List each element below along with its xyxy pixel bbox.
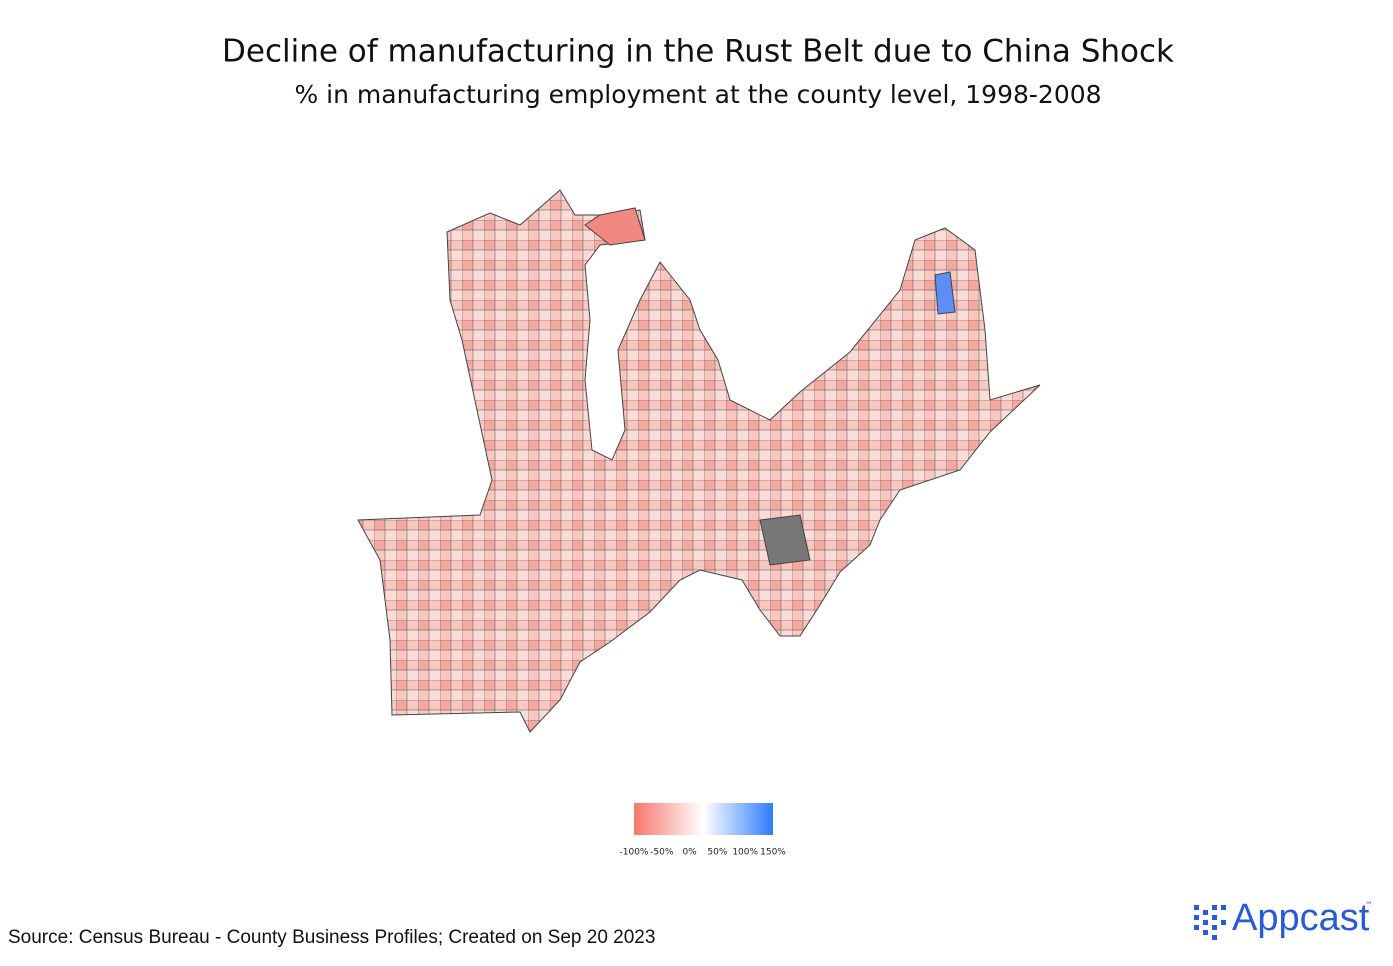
legend-tick-label: -50% (650, 848, 674, 858)
legend-tick-label: 0% (682, 848, 697, 858)
logo: Appcast ™ (1194, 897, 1373, 940)
subtitle: % in manufacturing employment at the cou… (294, 80, 1101, 109)
colorbar (634, 803, 773, 835)
logo-text: Appcast (1232, 897, 1370, 939)
maine-county (934, 271, 956, 315)
legend-tick-label: 100% (732, 848, 758, 858)
legend-tick-label: 150% (760, 848, 786, 858)
map-region (357, 189, 1041, 733)
source: Source: Census Bureau - County Business … (8, 927, 655, 948)
logo-mark: ™ (1365, 901, 1373, 910)
legend-tick-label: -100% (620, 848, 649, 858)
legend-tick-label: 50% (707, 848, 727, 858)
title: Decline of manufacturing in the Rust Bel… (222, 34, 1174, 70)
ohio-county (759, 514, 811, 566)
upper-peninsula (584, 207, 646, 246)
